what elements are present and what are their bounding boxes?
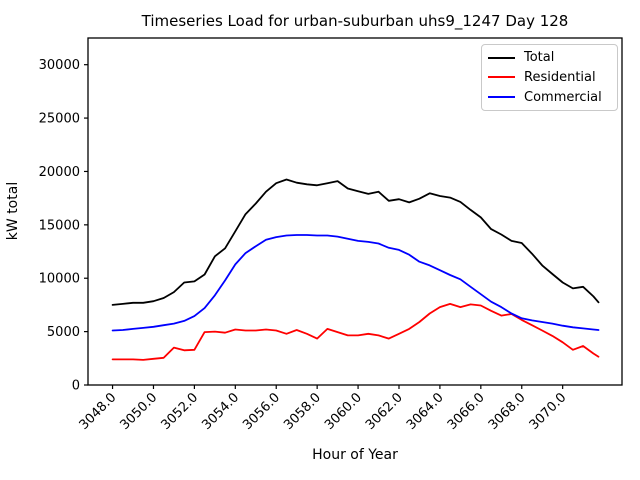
legend-item-commercial: Commercial (488, 90, 611, 105)
legend-label-commercial: Commercial (524, 89, 602, 105)
x-tick-label: 3058.0 (281, 390, 324, 433)
series-line-total (111, 178, 600, 306)
legend: Total Residential Commercial (481, 44, 618, 111)
y-tick-label: 20000 (39, 165, 80, 180)
x-tick-label: 3048.0 (77, 390, 120, 433)
x-tick-label: 3062.0 (363, 390, 406, 433)
axis-ticks: 3048.03050.03052.03054.03056.03058.03060… (39, 58, 570, 433)
x-tick-label: 3054.0 (199, 390, 242, 433)
x-axis-label: Hour of Year (312, 447, 398, 463)
x-tick-label: 3052.0 (158, 390, 201, 433)
legend-item-total: Total (488, 50, 611, 65)
series-line-residential (111, 302, 600, 361)
legend-line-commercial-icon (488, 96, 515, 99)
y-tick-label: 5000 (47, 325, 80, 340)
chart-title: Timeseries Load for urban-suburban uhs9_… (141, 12, 569, 31)
x-tick-label: 3068.0 (486, 390, 529, 433)
y-tick-label: 30000 (39, 58, 80, 73)
legend-label-residential: Residential (524, 69, 596, 85)
y-tick-label: 0 (72, 379, 80, 394)
series-line-commercial (111, 234, 600, 332)
x-tick-label: 3066.0 (445, 390, 488, 433)
x-tick-label: 3060.0 (322, 390, 365, 433)
x-tick-label: 3056.0 (240, 390, 283, 433)
legend-item-residential: Residential (488, 70, 611, 85)
y-axis-label: kW total (5, 182, 21, 240)
y-tick-label: 25000 (39, 112, 80, 127)
x-tick-label: 3070.0 (527, 390, 570, 433)
legend-line-total-icon (488, 56, 515, 59)
y-tick-label: 15000 (39, 218, 80, 233)
legend-label-total: Total (524, 50, 555, 66)
x-tick-label: 3064.0 (404, 390, 447, 433)
y-tick-label: 10000 (39, 272, 80, 287)
series-lines (111, 178, 600, 361)
plot-area (87, 37, 623, 386)
legend-line-residential-icon (488, 76, 515, 79)
x-tick-label: 3050.0 (118, 390, 161, 433)
